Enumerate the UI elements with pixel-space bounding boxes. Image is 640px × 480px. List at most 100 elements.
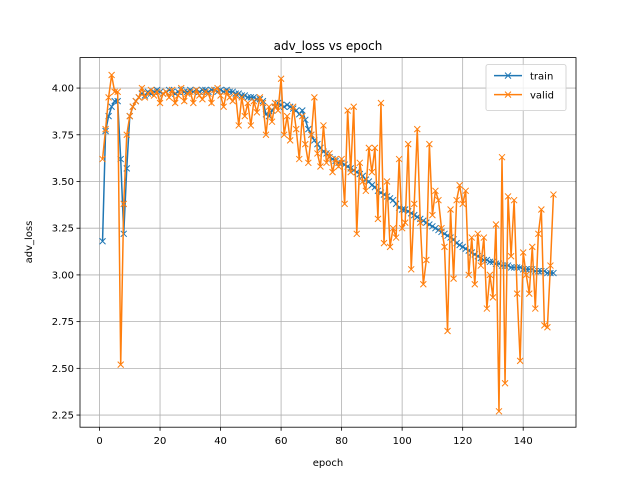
point-marker bbox=[441, 243, 448, 251]
point-marker bbox=[541, 322, 548, 329]
x-tick-label: 100 bbox=[393, 436, 412, 447]
point-marker bbox=[265, 103, 273, 111]
point-marker bbox=[247, 94, 255, 101]
point-marker bbox=[205, 90, 212, 98]
point-marker bbox=[341, 200, 348, 208]
point-marker bbox=[220, 103, 227, 111]
point-marker bbox=[338, 155, 345, 163]
point-marker bbox=[238, 94, 246, 101]
point-marker bbox=[202, 86, 209, 94]
point-marker bbox=[183, 90, 191, 98]
point-marker bbox=[465, 271, 473, 279]
point-marker bbox=[456, 181, 463, 189]
point-marker bbox=[326, 150, 333, 157]
point-marker bbox=[368, 168, 376, 176]
point-marker bbox=[117, 361, 125, 368]
point-marker bbox=[332, 155, 339, 163]
point-marker bbox=[144, 90, 152, 98]
point-marker bbox=[432, 224, 439, 232]
point-marker bbox=[504, 193, 512, 200]
point-marker bbox=[383, 178, 391, 185]
point-marker bbox=[138, 84, 146, 92]
point-marker bbox=[102, 125, 109, 133]
point-marker bbox=[480, 234, 488, 241]
point-marker bbox=[283, 112, 291, 120]
point-marker bbox=[147, 86, 155, 94]
point-marker bbox=[531, 305, 539, 312]
point-marker bbox=[308, 131, 315, 139]
point-marker bbox=[199, 95, 206, 103]
point-marker bbox=[298, 112, 306, 120]
point-marker bbox=[177, 84, 185, 92]
point-marker bbox=[447, 206, 454, 213]
series-line bbox=[101, 74, 555, 412]
point-marker bbox=[144, 88, 152, 96]
point-marker bbox=[413, 213, 421, 221]
point-marker bbox=[422, 219, 430, 226]
y-tick-label: 3.25 bbox=[52, 224, 74, 235]
point-marker bbox=[444, 327, 451, 335]
point-marker bbox=[456, 241, 463, 249]
point-marker bbox=[522, 271, 530, 279]
point-marker bbox=[547, 262, 554, 269]
point-marker bbox=[244, 99, 252, 107]
point-marker bbox=[226, 94, 234, 101]
point-marker bbox=[186, 86, 194, 94]
point-marker bbox=[516, 357, 524, 365]
x-tick-label: 0 bbox=[96, 436, 102, 447]
point-marker bbox=[507, 264, 515, 271]
point-marker bbox=[295, 155, 303, 163]
point-marker bbox=[223, 88, 230, 96]
point-marker bbox=[171, 99, 179, 107]
y-tick-label: 3.50 bbox=[52, 177, 74, 188]
point-marker bbox=[132, 97, 140, 105]
point-marker bbox=[362, 176, 370, 183]
point-marker bbox=[320, 122, 327, 129]
point-marker bbox=[401, 219, 409, 226]
point-marker bbox=[301, 140, 309, 148]
point-marker bbox=[298, 107, 306, 114]
point-marker bbox=[350, 103, 358, 111]
point-marker bbox=[407, 265, 415, 273]
point-marker bbox=[416, 219, 424, 226]
point-marker bbox=[271, 99, 279, 107]
point-marker bbox=[135, 94, 143, 101]
point-marker bbox=[238, 92, 246, 99]
y-tick-label: 2.50 bbox=[52, 364, 74, 375]
point-marker bbox=[286, 103, 294, 111]
x-tick-label: 60 bbox=[275, 436, 288, 447]
legend-label: valid bbox=[530, 91, 554, 102]
point-marker bbox=[498, 153, 506, 161]
point-marker bbox=[489, 293, 497, 301]
point-marker bbox=[286, 137, 294, 144]
point-marker bbox=[486, 271, 494, 279]
point-marker bbox=[492, 221, 500, 228]
point-marker bbox=[193, 86, 200, 94]
point-marker bbox=[419, 217, 427, 225]
point-marker bbox=[386, 243, 394, 251]
point-marker bbox=[123, 131, 131, 139]
point-marker bbox=[105, 94, 112, 101]
point-marker bbox=[159, 90, 167, 98]
point-marker bbox=[504, 262, 512, 269]
point-marker bbox=[274, 107, 282, 114]
point-marker bbox=[232, 90, 240, 98]
point-marker bbox=[126, 112, 134, 120]
x-tick-label: 40 bbox=[214, 436, 227, 447]
point-marker bbox=[292, 125, 300, 133]
point-marker bbox=[114, 88, 122, 96]
point-marker bbox=[129, 103, 137, 111]
point-marker bbox=[468, 234, 476, 241]
axes-frame bbox=[79, 57, 577, 428]
point-marker bbox=[389, 224, 397, 232]
point-marker bbox=[168, 86, 176, 94]
point-marker bbox=[235, 90, 243, 98]
point-marker bbox=[323, 159, 330, 167]
legend-box bbox=[485, 64, 567, 111]
point-marker bbox=[156, 99, 164, 107]
point-marker bbox=[534, 230, 542, 238]
point-marker bbox=[398, 206, 406, 213]
point-marker bbox=[550, 191, 557, 198]
legend-marker bbox=[504, 91, 512, 98]
